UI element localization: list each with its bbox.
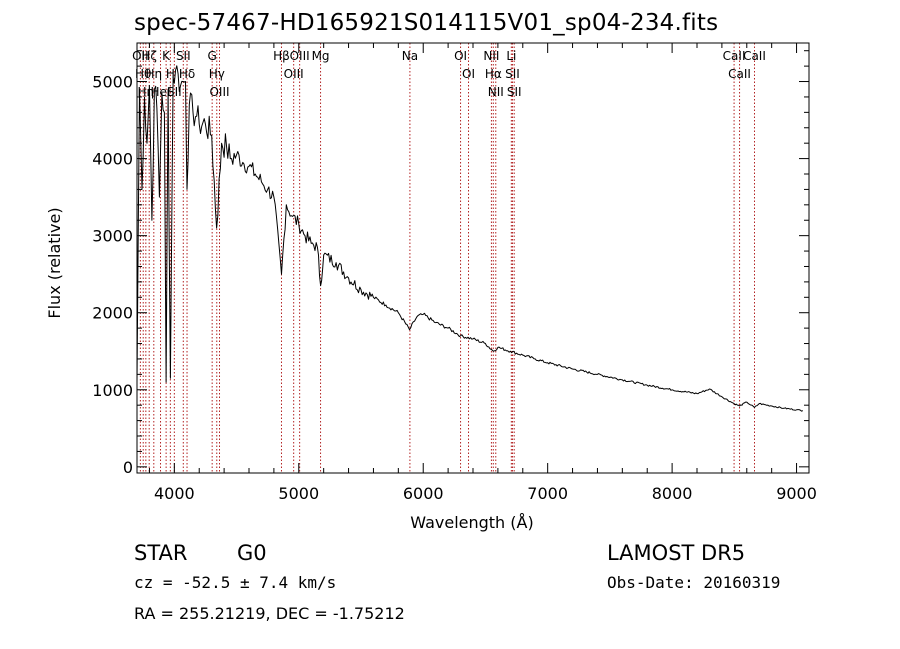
line-marker-label-14: Hβ	[273, 49, 290, 63]
y-tick-label-1: 1000	[92, 381, 133, 400]
line-marker-label-29: CaII	[743, 49, 766, 63]
line-marker-label-21: NII	[483, 49, 499, 63]
line-marker-label-27: CaII	[723, 49, 746, 63]
chart-title: spec-57467-HD165921S014115V01_sp04-234.f…	[134, 10, 719, 36]
x-tick-label-1: 5000	[278, 484, 319, 503]
line-markers-group	[139, 43, 755, 473]
line-marker-label-3: Hζ	[141, 49, 157, 63]
line-marker-label-11: G	[208, 49, 217, 63]
line-marker-label-12: Hγ	[209, 67, 225, 81]
x-tick-label-3: 7000	[527, 484, 568, 503]
line-marker-label-7: H	[166, 67, 175, 81]
line-marker-label-20: OI	[462, 67, 475, 81]
x-tick-label-5: 9000	[776, 484, 817, 503]
line-marker-label-6: K	[162, 49, 171, 63]
y-axis-ticks: 0 1000 2000 3000 4000 5000	[92, 50, 809, 477]
line-marker-label-13: OIII	[209, 85, 229, 99]
y-tick-label-5: 5000	[92, 73, 133, 92]
line-marker-label-17: Mg	[312, 49, 330, 63]
line-marker-label-18: Na	[402, 49, 418, 63]
line-marker-label-10: Hδ	[179, 67, 195, 81]
line-marker-label-26: SII	[507, 85, 522, 99]
x-axis-ticks: 4000 5000 6000 7000 8000 9000	[148, 43, 817, 503]
survey-name: LAMOST DR5	[607, 541, 746, 565]
y-tick-label-2: 2000	[92, 304, 133, 323]
redshift-info: cz = -52.5 ± 7.4 km/s	[134, 573, 337, 592]
object-class: STAR	[134, 541, 188, 565]
y-tick-label-3: 3000	[92, 227, 133, 246]
x-tick-label-2: 6000	[403, 484, 444, 503]
line-marker-label-25: SII	[505, 67, 520, 81]
line-marker-label-19: OI	[454, 49, 467, 63]
line-marker-label-24: Li	[506, 49, 516, 63]
object-subclass: G0	[237, 541, 267, 565]
x-tick-label-4: 8000	[652, 484, 693, 503]
line-marker-label-22: Hα	[485, 67, 502, 81]
y-axis-label: Flux (relative)	[45, 207, 64, 318]
line-marker-label-9: SII	[176, 49, 191, 63]
obs-date: Obs-Date: 20160319	[607, 573, 781, 592]
plot-frame	[136, 42, 810, 474]
x-tick-label-0: 4000	[154, 484, 195, 503]
x-axis-label: Wavelength (Å)	[410, 513, 533, 532]
line-marker-label-4: Hη	[145, 67, 162, 81]
y-tick-label-0: 0	[123, 458, 133, 477]
coordinates: RA = 255.21219, DEC = -1.75212	[134, 604, 405, 623]
line-marker-label-28: CaII	[728, 67, 751, 81]
line-marker-label-0: OII	[132, 49, 149, 63]
line-marker-label-1: Hθ	[135, 67, 151, 81]
line-marker-labels-group: OIIHθHηHζHηHeIKHSIISIIHδGHγOIIIHβOIIIOII…	[132, 49, 766, 99]
line-marker-label-23: NII	[488, 85, 504, 99]
spectrum-line	[136, 65, 803, 412]
y-tick-label-4: 4000	[92, 150, 133, 169]
line-marker-label-8: SII	[167, 85, 182, 99]
line-marker-label-16: OIII	[290, 49, 310, 63]
line-marker-label-15: OIII	[284, 67, 304, 81]
